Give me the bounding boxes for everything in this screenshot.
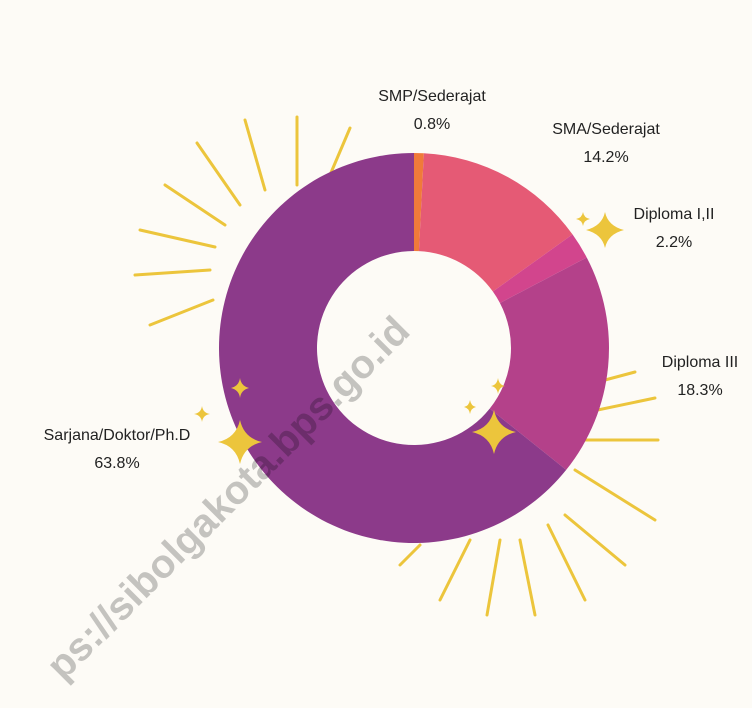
value-label: 14.2%: [583, 149, 628, 166]
donut-slice: [219, 153, 567, 543]
donut: [219, 153, 609, 543]
decoration-sparkles: [194, 212, 624, 464]
slice-label: Sarjana/Doktor/Ph.D: [44, 427, 191, 444]
value-label: 63.8%: [94, 455, 139, 472]
donut-slice: [489, 257, 609, 470]
donut-slice: [492, 234, 587, 303]
value-label: 2.2%: [656, 234, 692, 251]
decoration-rays: [133, 115, 660, 617]
donut-slice: [418, 153, 573, 292]
slice-label: SMP/Sederajat: [378, 88, 486, 105]
donut-slice: [414, 153, 424, 252]
value-label: 18.3%: [677, 382, 722, 399]
slice-label: SMA/Sederajat: [552, 121, 660, 138]
slice-label: Diploma I,II: [634, 206, 715, 223]
value-label: 0.8%: [414, 116, 450, 133]
slice-label: Diploma III: [662, 354, 738, 371]
